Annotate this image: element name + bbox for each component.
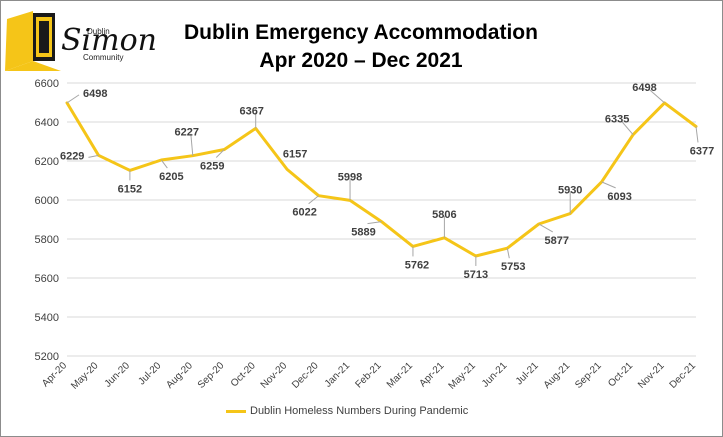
- y-tick-label: 6400: [35, 117, 59, 129]
- data-label: 6152: [118, 183, 142, 195]
- y-tick-label: 6600: [35, 78, 59, 90]
- logo-text-community: Community: [83, 53, 124, 62]
- legend-label: Dublin Homeless Numbers During Pandemic: [250, 405, 469, 417]
- x-tick-label: Dec-21: [668, 360, 699, 391]
- x-tick-label: Sep-21: [573, 360, 604, 391]
- y-tick-label: 5400: [35, 312, 59, 324]
- data-label-leader: [695, 126, 699, 143]
- dublin-simon-community-logo: Dublin Simon Community: [3, 3, 161, 73]
- data-label: 5998: [338, 171, 362, 183]
- chart-title-line1: Dublin Emergency Accommodation: [184, 21, 538, 44]
- data-label-leader: [160, 159, 168, 169]
- data-label-leader: [367, 221, 382, 225]
- door-icon: [5, 11, 61, 71]
- x-tick-label: Oct-20: [229, 360, 258, 389]
- data-label-leader: [601, 181, 616, 189]
- logo-text-simon: Simon: [61, 23, 157, 58]
- data-label: 5877: [545, 235, 569, 247]
- logo-text-dublin: Dublin: [87, 27, 110, 36]
- data-label: 6498: [632, 82, 656, 94]
- x-tick-label: May-20: [69, 360, 101, 392]
- x-tick-label: Jul-20: [136, 360, 163, 387]
- x-tick-label: Oct-21: [606, 360, 635, 389]
- x-tick-label: Jul-21: [514, 360, 541, 387]
- data-point: [285, 167, 289, 171]
- data-label: 5713: [464, 269, 488, 281]
- data-label-leader: [66, 94, 80, 104]
- data-label-leader: [88, 154, 99, 158]
- x-tick-label: Feb-21: [353, 360, 383, 390]
- data-label-leader: [215, 149, 225, 158]
- x-tick-label: Aug-21: [542, 360, 573, 391]
- y-tick-label: 5800: [35, 234, 59, 246]
- data-label: 6022: [292, 207, 316, 219]
- data-label: 5753: [501, 261, 525, 273]
- data-label-leader: [620, 120, 634, 136]
- data-label: 6093: [607, 191, 631, 203]
- x-tick-label: Jun-21: [480, 360, 510, 390]
- y-tick-label: 6200: [35, 156, 59, 168]
- data-label-leader: [190, 133, 194, 156]
- x-tick-label: Sep-20: [196, 360, 227, 391]
- x-tick-label: Nov-21: [636, 360, 667, 391]
- chart-title: Dublin Emergency Accommodation Apr 2020 …: [141, 19, 581, 75]
- y-tick-label: 5200: [35, 351, 59, 363]
- series-line: [65, 101, 698, 258]
- data-label-leader: [506, 248, 510, 259]
- data-label-leader: [308, 195, 319, 205]
- legend-swatch: [226, 409, 246, 413]
- x-tick-label: Jun-20: [103, 360, 133, 390]
- data-label: 6367: [239, 105, 263, 117]
- data-label-leader: [538, 223, 553, 233]
- x-tick-label: Apr-21: [418, 360, 447, 389]
- legend: Dublin Homeless Numbers During Pandemic: [226, 403, 468, 419]
- data-label-leader: [648, 88, 665, 104]
- data-label: 6377: [690, 145, 714, 157]
- chart-title-line2: Apr 2020 – Dec 2021: [259, 49, 463, 72]
- x-tick-label: Dec-20: [290, 360, 321, 391]
- data-label: 5806: [432, 209, 456, 221]
- data-label: 5762: [405, 259, 429, 271]
- x-tick-label: Apr-20: [40, 360, 69, 389]
- y-tick-label: 6000: [35, 195, 59, 207]
- x-tick-label: Jan-21: [323, 360, 353, 390]
- y-tick-label: 5600: [35, 273, 59, 285]
- x-tick-label: Mar-21: [385, 360, 415, 390]
- data-label: 6205: [159, 171, 183, 183]
- data-label: 5930: [558, 185, 582, 197]
- x-tick-label: Nov-20: [259, 360, 290, 391]
- data-label: 6157: [283, 148, 307, 160]
- data-label: 6227: [175, 127, 199, 139]
- x-tick-label: May-21: [447, 360, 479, 392]
- x-tick-label: Aug-20: [164, 360, 195, 391]
- data-label: 6229: [60, 150, 84, 162]
- data-label: 6335: [605, 114, 629, 126]
- data-label: 5889: [351, 227, 375, 239]
- data-label: 6498: [83, 88, 107, 100]
- data-label: 6259: [200, 160, 224, 172]
